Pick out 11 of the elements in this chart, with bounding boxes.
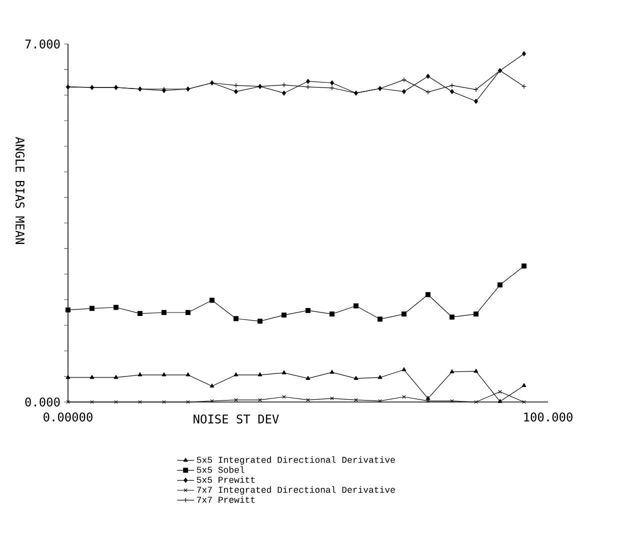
y-axis-title: ANGLE BIAS MEAN xyxy=(15,137,25,244)
legend-label: 7x7 Prewitt xyxy=(197,496,255,503)
legend-label: 5x5 Integrated Directional Derivative xyxy=(196,456,395,465)
legend-label: 5x5 Sobel xyxy=(196,466,244,473)
legend-label: 5x5 Prewitt xyxy=(196,476,255,483)
x-tick-label: 100.000 xyxy=(524,412,572,422)
y-tick-label: 0.000 xyxy=(25,397,60,407)
x-axis-title: NOISE ST DEV xyxy=(194,414,279,424)
legend-label: 7x7 Integrated Directional Derivative xyxy=(197,486,395,495)
x-tick-label: 0.00000 xyxy=(44,412,92,422)
y-tick-label: 7.000 xyxy=(25,39,60,49)
